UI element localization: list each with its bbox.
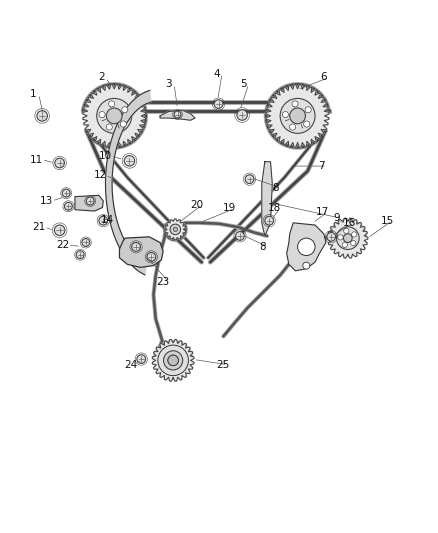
Circle shape [342, 242, 347, 247]
Circle shape [245, 175, 254, 183]
Text: 15: 15 [381, 216, 394, 225]
Circle shape [137, 354, 146, 364]
Polygon shape [287, 223, 326, 271]
Text: 5: 5 [240, 79, 247, 89]
Polygon shape [75, 195, 103, 211]
Text: 16: 16 [343, 218, 356, 228]
Circle shape [283, 111, 289, 118]
Circle shape [55, 158, 64, 168]
Circle shape [170, 224, 180, 235]
Circle shape [173, 227, 177, 231]
Circle shape [109, 101, 115, 107]
Circle shape [147, 253, 155, 261]
Text: 4: 4 [213, 69, 220, 78]
Circle shape [86, 197, 94, 205]
Text: 22: 22 [56, 240, 69, 250]
Circle shape [214, 100, 223, 108]
Polygon shape [266, 85, 329, 147]
Circle shape [62, 189, 70, 197]
Text: 20: 20 [191, 199, 204, 209]
Circle shape [132, 243, 141, 251]
Polygon shape [83, 85, 145, 147]
Circle shape [120, 121, 126, 127]
Circle shape [297, 238, 315, 256]
Text: 14: 14 [101, 215, 114, 225]
Text: 1: 1 [30, 89, 37, 99]
Text: 3: 3 [166, 79, 172, 89]
Circle shape [290, 124, 296, 130]
Circle shape [338, 235, 343, 240]
Circle shape [54, 225, 65, 236]
Text: 10: 10 [99, 151, 112, 161]
Circle shape [106, 108, 122, 124]
Circle shape [163, 351, 183, 370]
Text: 2: 2 [98, 72, 104, 83]
Circle shape [106, 124, 112, 130]
Text: 25: 25 [216, 360, 229, 370]
Circle shape [76, 251, 84, 259]
Circle shape [343, 234, 352, 243]
Text: 23: 23 [156, 277, 170, 287]
Text: 7: 7 [318, 161, 325, 171]
Circle shape [99, 216, 108, 225]
Circle shape [265, 216, 274, 225]
Text: 18: 18 [268, 204, 282, 213]
Circle shape [237, 110, 247, 120]
Polygon shape [262, 161, 272, 236]
Circle shape [64, 203, 72, 210]
Text: 8: 8 [259, 242, 266, 252]
Circle shape [37, 111, 47, 121]
Circle shape [236, 231, 244, 240]
Text: 17: 17 [316, 207, 329, 217]
Text: 19: 19 [223, 204, 236, 213]
Text: 6: 6 [321, 72, 327, 83]
Polygon shape [152, 340, 194, 381]
Circle shape [351, 240, 356, 246]
Circle shape [168, 355, 178, 366]
Circle shape [292, 101, 298, 107]
Text: 13: 13 [40, 196, 53, 206]
Circle shape [122, 107, 128, 113]
Circle shape [99, 111, 105, 118]
Circle shape [290, 108, 305, 124]
Circle shape [352, 232, 357, 237]
Circle shape [97, 99, 132, 133]
Text: 24: 24 [124, 360, 138, 370]
Polygon shape [165, 219, 186, 240]
Text: 12: 12 [94, 170, 107, 180]
Polygon shape [160, 110, 195, 120]
Circle shape [158, 345, 188, 376]
Text: 21: 21 [32, 222, 46, 232]
Text: 8: 8 [272, 183, 279, 193]
Circle shape [280, 99, 315, 133]
Text: 9: 9 [334, 214, 340, 223]
Circle shape [303, 262, 310, 269]
Circle shape [344, 228, 349, 233]
Polygon shape [106, 91, 151, 275]
Circle shape [124, 156, 135, 166]
Circle shape [336, 227, 359, 249]
Text: 11: 11 [30, 155, 43, 165]
Circle shape [82, 239, 90, 246]
Polygon shape [120, 237, 163, 268]
Polygon shape [328, 218, 368, 258]
Circle shape [174, 111, 181, 118]
Circle shape [327, 232, 336, 241]
Circle shape [304, 121, 310, 127]
Circle shape [161, 348, 185, 373]
Circle shape [168, 355, 178, 366]
Circle shape [305, 107, 311, 113]
